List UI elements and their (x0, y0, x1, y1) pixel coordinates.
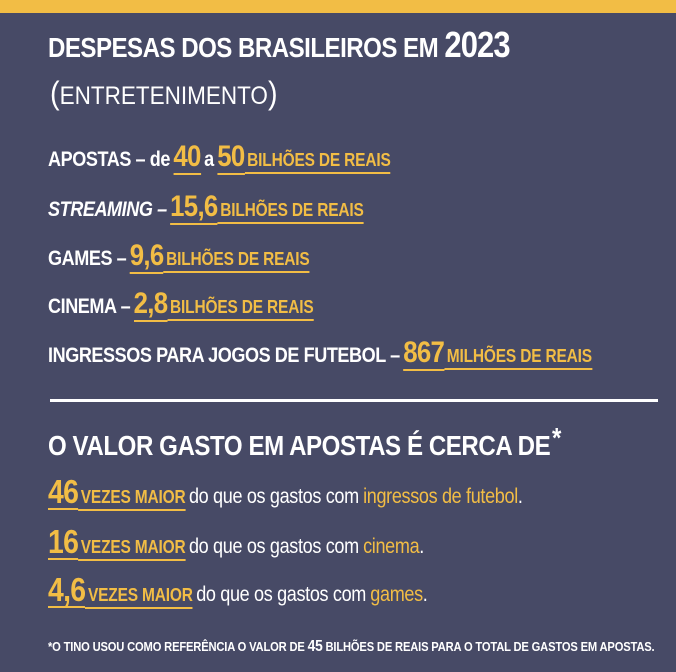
comparison-row-games: 4,6 VEZES MAIOR do que os gastos com gam… (48, 571, 428, 616)
subtitle-close-paren: ) (267, 75, 278, 111)
comparison-heading-text: O VALOR GASTO EM APOSTAS É CERCA DE (48, 430, 551, 461)
expense-row-apostas: APOSTAS – de 40 a 50 BILHÕES DE REAIS (48, 140, 391, 183)
expense-unit: BILHÕES DE REAIS (167, 297, 314, 321)
comparison-value: 16 (48, 523, 79, 560)
subtitle-text: ENTRETENIMENTO (59, 82, 268, 110)
section-divider (50, 399, 658, 402)
expense-row-cinema: CINEMA – 2,8 BILHÕES DE REAIS (48, 287, 314, 330)
comparison-period: . (419, 535, 424, 558)
comparison-period: . (422, 583, 428, 606)
comparison-text: do que os gastos com (188, 485, 359, 508)
title-text: DESPESAS DOS BRASILEIROS EM (48, 32, 439, 63)
footnote-value: 45 (307, 638, 323, 655)
expense-unit: BILHÕES DE REAIS (217, 200, 364, 224)
subtitle-open-paren: ( (50, 75, 60, 111)
expense-row-streaming: STREAMING – 15,6 BILHÕES DE REAIS (48, 190, 364, 233)
comparison-period: . (517, 485, 523, 508)
comparison-text: do que os gastos com (196, 583, 367, 606)
comparison-heading: O VALOR GASTO EM APOSTAS É CERCA DE* (48, 422, 561, 462)
comparison-highlight: cinema (363, 535, 420, 558)
footnote-text-end: BILHÕES DE REAIS PARA O TOTAL DE GASTOS … (325, 639, 655, 654)
expense-label: INGRESSOS PARA JOGOS DE FUTEBOL – (48, 344, 400, 367)
footnote-text-start: *O TINO USOU COMO REFERÊNCIA O VALOR DE (48, 639, 305, 654)
expense-value: 867 (403, 336, 445, 371)
expense-value: 40 (173, 140, 201, 175)
expense-value-max: 50 (217, 140, 245, 175)
footnote-asterisk: * (552, 422, 561, 453)
title-year: 2023 (444, 24, 510, 65)
comparison-value: 4,6 (48, 571, 86, 608)
expense-value: 9,6 (129, 239, 164, 274)
comparison-row-futebol: 46 VEZES MAIOR do que os gastos com ingr… (48, 473, 523, 518)
page-subtitle: (ENTRETENIMENTO) (50, 74, 278, 115)
comparison-highlight: games (370, 583, 423, 606)
top-accent-bar (0, 0, 676, 13)
expense-label: STREAMING – (48, 198, 167, 221)
comparison-unit: VEZES MAIOR (85, 585, 193, 609)
comparison-unit: VEZES MAIOR (78, 487, 186, 511)
expense-row-ingressos: INGRESSOS PARA JOGOS DE FUTEBOL – 867 MI… (48, 336, 592, 379)
comparison-row-cinema: 16 VEZES MAIOR do que os gastos com cine… (48, 523, 424, 568)
comparison-highlight: ingressos de futebol (363, 485, 518, 508)
expense-row-games: GAMES – 9,6 BILHÕES DE REAIS (48, 239, 310, 282)
comparison-value: 46 (48, 473, 79, 510)
comparison-unit: VEZES MAIOR (78, 537, 186, 561)
expense-value: 2,8 (133, 287, 168, 322)
expense-label: APOSTAS – de (48, 148, 170, 171)
page-title: DESPESAS DOS BRASILEIROS EM 2023 (48, 26, 581, 67)
expense-range-connector: a (204, 148, 214, 171)
expense-label: GAMES – (48, 247, 127, 270)
expense-unit: BILHÕES DE REAIS (244, 150, 391, 174)
footnote: *O TINO USOU COMO REFERÊNCIA O VALOR DE … (48, 638, 655, 656)
expense-unit: BILHÕES DE REAIS (163, 249, 310, 273)
comparison-text: do que os gastos com (188, 535, 359, 558)
expense-unit: MILHÕES DE REAIS (444, 346, 592, 370)
expense-value: 15,6 (170, 190, 218, 225)
expense-label: CINEMA – (48, 295, 131, 318)
